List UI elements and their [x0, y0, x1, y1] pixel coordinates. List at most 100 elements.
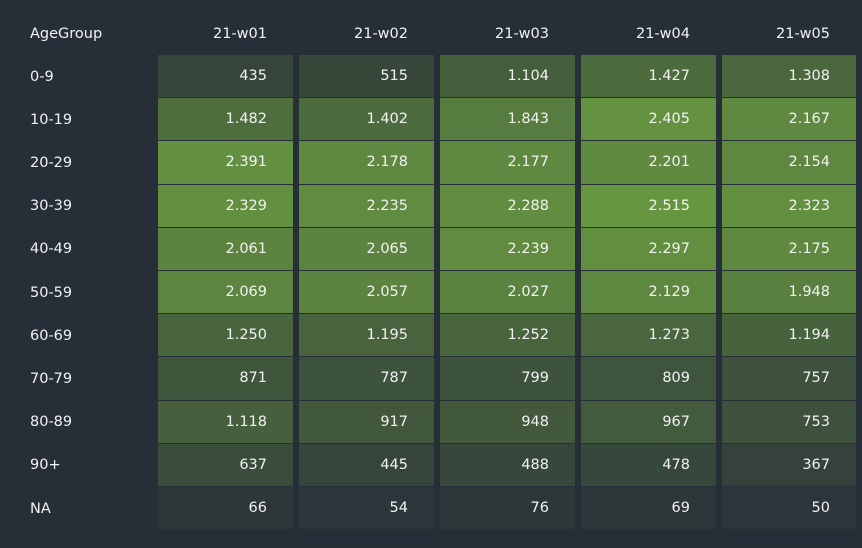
cell-value-label: 757 [802, 370, 830, 387]
heatmap-cell-90+-21-w04: 478 [581, 443, 716, 486]
cell-value-label: 1.104 [507, 68, 549, 85]
cell-value-label: 1.273 [648, 327, 690, 344]
heatmap-cell-NA-21-w03: 76 [440, 487, 575, 530]
heatmap-cell-NA-21-w04: 69 [581, 487, 716, 530]
cell-value-label: 1.482 [225, 111, 267, 128]
row-label-80-89: 80-89 [30, 414, 73, 431]
heatmap-cell-NA-21-w05: 50 [722, 487, 856, 530]
heatmap-cell-80-89-21-w02: 917 [299, 400, 434, 443]
cell-value-label: 2.201 [648, 154, 690, 171]
cell-value-label: 445 [380, 456, 408, 473]
heatmap-cell-80-89-21-w04: 967 [581, 400, 716, 443]
heatmap-cell-50-59-21-w02: 2.057 [299, 271, 434, 314]
cell-value-label: 2.167 [788, 111, 830, 128]
cell-value-label: 2.515 [648, 197, 690, 214]
cell-value-label: 69 [671, 500, 690, 517]
row-label-90+: 90+ [30, 457, 61, 474]
cell-value-label: 2.323 [788, 197, 830, 214]
column-header-21-w04: 21-w04 [636, 26, 690, 42]
row-label-0-9: 0-9 [30, 68, 54, 85]
cell-value-label: 917 [380, 413, 408, 430]
cell-value-label: 2.129 [648, 284, 690, 301]
cell-value-label: 967 [662, 413, 690, 430]
cell-value-label: 2.027 [507, 284, 549, 301]
heatmap-cell-50-59-21-w01: 2.069 [158, 271, 293, 314]
row-label-50-59: 50-59 [30, 284, 73, 301]
heatmap-cell-20-29-21-w02: 2.178 [299, 141, 434, 184]
cell-value-label: 1.252 [507, 327, 549, 344]
heatmap-cell-80-89-21-w01: 1.118 [158, 400, 293, 443]
cell-value-label: 787 [380, 370, 408, 387]
cell-value-label: 2.288 [507, 197, 549, 214]
cell-value-label: 2.177 [507, 154, 549, 171]
cell-value-label: 2.239 [507, 240, 549, 257]
cell-value-label: 54 [389, 500, 408, 517]
cell-value-label: 1.843 [507, 111, 549, 128]
cell-value-label: 1.118 [225, 413, 267, 430]
cell-value-label: 2.235 [366, 197, 408, 214]
heatmap-cell-10-19-21-w01: 1.482 [158, 98, 293, 141]
heatmap-cell-30-39-21-w02: 2.235 [299, 184, 434, 227]
heatmap-cell-50-59-21-w04: 2.129 [581, 271, 716, 314]
row-label-60-69: 60-69 [30, 327, 73, 344]
heatmap-cell-50-59-21-w03: 2.027 [440, 271, 575, 314]
heatmap-cell-90+-21-w05: 367 [722, 443, 856, 486]
cell-value-label: 809 [662, 370, 690, 387]
heatmap-cell-30-39-21-w04: 2.515 [581, 184, 716, 227]
cell-value-label: 2.391 [225, 154, 267, 171]
heatmap-cell-70-79-21-w02: 787 [299, 357, 434, 400]
heatmap-cell-0-9-21-w05: 1.308 [722, 55, 856, 98]
heatmap-cell-40-49-21-w02: 2.065 [299, 227, 434, 270]
column-header-21-w03: 21-w03 [495, 26, 549, 42]
column-header-21-w05: 21-w05 [776, 26, 830, 42]
cell-value-label: 76 [530, 500, 549, 517]
heatmap-cell-0-9-21-w04: 1.427 [581, 55, 716, 98]
heatmap-cell-30-39-21-w03: 2.288 [440, 184, 575, 227]
cell-value-label: 2.175 [788, 240, 830, 257]
heatmap-cell-30-39-21-w01: 2.329 [158, 184, 293, 227]
cell-value-label: 799 [521, 370, 549, 387]
heatmap-cell-20-29-21-w04: 2.201 [581, 141, 716, 184]
heatmap-cell-20-29-21-w01: 2.391 [158, 141, 293, 184]
heatmap-cell-70-79-21-w05: 757 [722, 357, 856, 400]
column-header-21-w01: 21-w01 [213, 26, 267, 42]
cell-value-label: 1.427 [648, 68, 690, 85]
heatmap-cell-60-69-21-w01: 1.250 [158, 314, 293, 357]
cell-value-label: 1.948 [788, 284, 830, 301]
cell-value-label: 2.061 [225, 240, 267, 257]
row-label-10-19: 10-19 [30, 111, 73, 128]
heatmap-cell-80-89-21-w03: 948 [440, 400, 575, 443]
heatmap-cell-30-39-21-w05: 2.323 [722, 184, 856, 227]
cell-value-label: 2.297 [648, 240, 690, 257]
heatmap-cell-10-19-21-w04: 2.405 [581, 98, 716, 141]
heatmap-cell-60-69-21-w03: 1.252 [440, 314, 575, 357]
heatmap-cell-0-9-21-w02: 515 [299, 55, 434, 98]
heatmap-cell-10-19-21-w03: 1.843 [440, 98, 575, 141]
heatmap-cell-90+-21-w03: 488 [440, 443, 575, 486]
corner-header-agegroup: AgeGroup [30, 26, 103, 42]
cell-value-label: 515 [380, 68, 408, 85]
cell-value-label: 1.402 [366, 111, 408, 128]
heatmap-cell-80-89-21-w05: 753 [722, 400, 856, 443]
heatmap-cell-10-19-21-w05: 2.167 [722, 98, 856, 141]
cell-value-label: 753 [802, 413, 830, 430]
heatmap-cell-50-59-21-w05: 1.948 [722, 271, 856, 314]
heatmap-cell-NA-21-w01: 66 [158, 487, 293, 530]
cell-value-label: 66 [248, 500, 267, 517]
cell-value-label: 2.329 [225, 197, 267, 214]
heatmap-cell-0-9-21-w01: 435 [158, 55, 293, 98]
row-label-40-49: 40-49 [30, 241, 73, 258]
heatmap-cell-10-19-21-w02: 1.402 [299, 98, 434, 141]
heatmap-cell-40-49-21-w04: 2.297 [581, 227, 716, 270]
heatmap-cell-40-49-21-w01: 2.061 [158, 227, 293, 270]
heatmap-cell-NA-21-w02: 54 [299, 487, 434, 530]
row-label-30-39: 30-39 [30, 198, 73, 215]
heatmap-cell-20-29-21-w05: 2.154 [722, 141, 856, 184]
cell-value-label: 2.154 [788, 154, 830, 171]
heatmap-cell-60-69-21-w02: 1.195 [299, 314, 434, 357]
heatmap-cell-20-29-21-w03: 2.177 [440, 141, 575, 184]
cell-value-label: 1.194 [788, 327, 830, 344]
cell-value-label: 2.057 [366, 284, 408, 301]
cell-value-label: 948 [521, 413, 549, 430]
